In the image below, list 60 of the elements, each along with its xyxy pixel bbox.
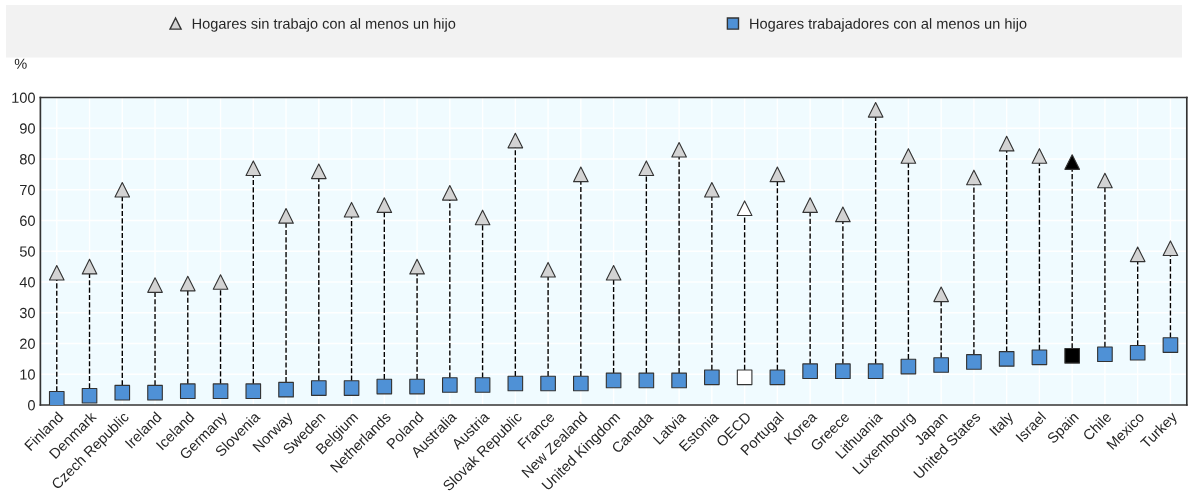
point xyxy=(769,166,786,183)
point xyxy=(114,181,131,198)
legend-label: Hogares trabajadores con al menos un hijo xyxy=(750,18,1027,32)
y-tick-label: 70 xyxy=(20,184,35,196)
point xyxy=(605,264,622,281)
point xyxy=(409,258,425,275)
point xyxy=(573,166,589,183)
point xyxy=(376,378,393,395)
point xyxy=(900,358,917,375)
point xyxy=(343,201,360,218)
point xyxy=(278,208,294,224)
point xyxy=(114,384,131,401)
y-axis-title: % xyxy=(14,58,27,69)
point xyxy=(1031,148,1048,164)
point xyxy=(376,197,393,213)
point xyxy=(1031,349,1048,366)
y-tick-label: 50 xyxy=(19,246,35,257)
point xyxy=(1064,154,1081,170)
point xyxy=(1162,240,1179,257)
y-tick-label: 10 xyxy=(20,369,35,380)
point xyxy=(966,169,982,186)
point xyxy=(900,148,917,164)
point xyxy=(310,163,327,180)
y-tick-label: 60 xyxy=(20,215,35,226)
point xyxy=(736,369,753,386)
point xyxy=(638,160,655,177)
y-tick-label: 20 xyxy=(20,338,35,349)
point xyxy=(933,286,949,303)
point xyxy=(671,141,687,158)
point xyxy=(704,181,720,198)
point xyxy=(245,160,262,177)
point xyxy=(48,264,65,281)
x-tick-label: Italy xyxy=(988,410,1017,439)
point xyxy=(507,132,524,149)
point xyxy=(474,209,491,226)
y-tick-label: 90 xyxy=(20,123,35,134)
point xyxy=(605,372,622,389)
point xyxy=(998,135,1015,152)
point xyxy=(441,184,458,201)
y-tick-label: 30 xyxy=(19,307,35,319)
point xyxy=(147,277,163,293)
point xyxy=(1097,172,1113,189)
legend-label: Hogares sin trabajo con al menos un hijo xyxy=(192,18,456,32)
point xyxy=(1129,344,1146,361)
y-tick-label: 100 xyxy=(12,92,35,103)
point xyxy=(835,206,851,223)
point xyxy=(638,372,655,389)
point xyxy=(81,258,98,275)
point xyxy=(867,101,884,118)
point xyxy=(507,375,524,392)
point xyxy=(81,387,98,404)
point xyxy=(212,274,229,290)
y-tick-label: 80 xyxy=(19,154,35,165)
point xyxy=(179,275,196,292)
y-tick-label: 0 xyxy=(27,400,35,411)
point xyxy=(540,261,556,278)
point xyxy=(1129,246,1146,263)
y-tick-label: 40 xyxy=(19,277,35,288)
point xyxy=(802,197,818,213)
point xyxy=(769,369,786,386)
